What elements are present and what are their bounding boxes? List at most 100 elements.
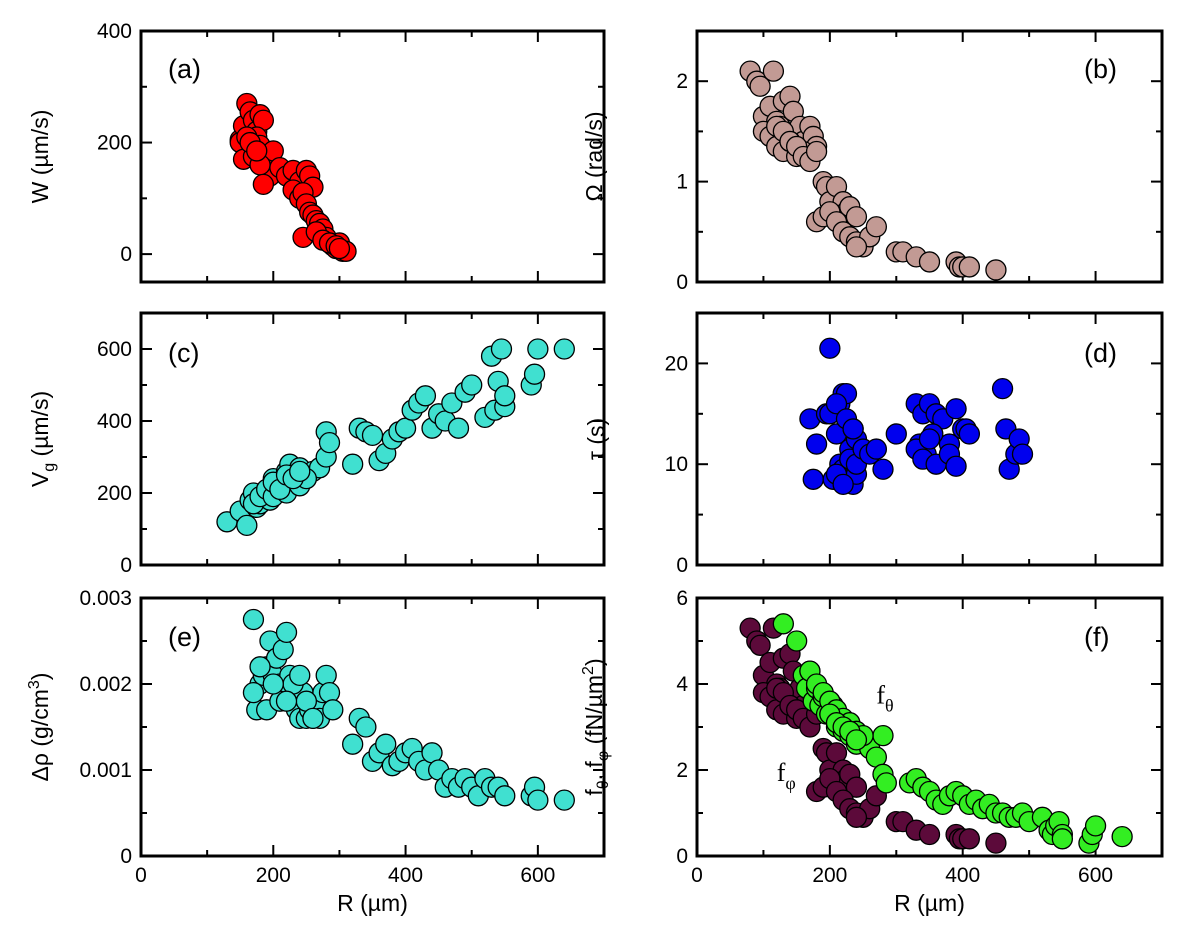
panel-f-ytick-label: 2 xyxy=(676,759,688,782)
panel-d-point-d xyxy=(805,433,828,455)
panel-d-label: (d) xyxy=(1084,338,1117,368)
panel-e-xtick-label: 0 xyxy=(135,864,147,887)
panel-c-point-c xyxy=(523,363,546,385)
panel-e-point-e xyxy=(318,681,341,704)
panel-c-point-c xyxy=(490,338,513,360)
panel-f-ytick-label: 4 xyxy=(676,673,688,696)
panel-f-point-f xyxy=(785,630,808,652)
panel-c-point-c xyxy=(494,385,516,407)
panel-e-point-e xyxy=(249,656,271,678)
panel-f-point-f xyxy=(918,823,941,846)
panel-c-point-c xyxy=(342,453,364,475)
panel-e-ytick-label: 0.002 xyxy=(79,673,132,696)
panel-a-point-a xyxy=(328,237,351,260)
panel-d-point-d xyxy=(842,418,864,440)
panel-f-point-f xyxy=(845,729,868,751)
panel-f-xtick-label: 0 xyxy=(691,864,703,887)
panel-d-point-d xyxy=(865,438,888,460)
panel-f-point-f xyxy=(1111,826,1133,848)
panel-c-point-c xyxy=(318,431,341,454)
panel-c-ytick-label: 0 xyxy=(120,554,132,577)
panel-e-xtick-label: 200 xyxy=(256,864,291,887)
panel-f-annotation-0: fθ xyxy=(876,680,893,715)
panel-e-point-e xyxy=(275,621,298,644)
panel-c-ytick-label: 200 xyxy=(97,482,132,505)
panel-f-point-f xyxy=(845,776,868,798)
panel-d-point-d xyxy=(1011,443,1034,465)
panel-b-frame xyxy=(695,29,1164,284)
panel-f-point-f xyxy=(772,613,795,635)
panel-e-ytick-label: 0.001 xyxy=(79,759,132,782)
panel-c-frame xyxy=(139,311,606,567)
panel-a-ytick-label: 400 xyxy=(97,20,132,43)
panel-a-frame xyxy=(139,29,606,284)
panel-e-ytick-label: 0.003 xyxy=(79,587,132,610)
panel-c-point-c xyxy=(289,460,311,483)
panel-d-ytick-label: 10 xyxy=(665,453,688,476)
panel-f-point-f xyxy=(875,772,897,794)
panel-b-label: (b) xyxy=(1084,54,1117,84)
panel-e-point-e xyxy=(302,707,324,730)
panel-a-ylabel: W (µm/s) xyxy=(27,110,53,204)
panel-f-xtick-label: 400 xyxy=(945,864,980,887)
panel-e-point-e xyxy=(242,681,265,704)
panel-c-point-c xyxy=(361,424,384,447)
panel-d-ytick-label: 0 xyxy=(676,554,688,577)
panel-a-label: (a) xyxy=(168,54,201,84)
panel-c-point-c xyxy=(527,338,549,360)
panel-e-point-e xyxy=(275,690,298,712)
panel-c-ytick-label: 600 xyxy=(97,338,132,361)
panel-d-point-d xyxy=(825,393,848,415)
panel-e-ytick-label: 0 xyxy=(120,845,132,868)
panel-e-point-e xyxy=(262,673,284,695)
panel-d-point-d xyxy=(872,458,894,480)
panel-e-point-e xyxy=(355,716,377,738)
panel-f-point-f xyxy=(845,806,868,828)
panel-e-label: (e) xyxy=(168,622,201,652)
panel-f-annotation-1: fφ xyxy=(777,758,796,793)
panel-e-point-e xyxy=(375,733,397,755)
panel-e-xlabel: R (µm) xyxy=(337,890,408,916)
panel-e-point-e xyxy=(272,638,294,661)
panel-d-point-d xyxy=(918,428,941,450)
panel-d-point-d xyxy=(802,468,824,490)
panel-e-point-e xyxy=(527,789,549,811)
panel-a-ytick-label: 0 xyxy=(120,243,132,266)
panel-e-point-e xyxy=(242,608,265,631)
panel-b-ylabel: Ω (rad/s) xyxy=(581,111,607,201)
panel-e-point-e xyxy=(494,785,516,807)
panel-f-xtick-label: 600 xyxy=(1078,864,1113,887)
panel-f-label: (f) xyxy=(1084,622,1109,652)
panel-e-point-e xyxy=(553,789,575,811)
panel-e-xtick-label: 600 xyxy=(520,864,555,887)
panel-b-point-b xyxy=(762,60,785,82)
panel-d-ylabel: τ (s) xyxy=(583,418,609,460)
panel-b-point-b xyxy=(749,75,771,97)
panel-f-ytick-label: 0 xyxy=(676,845,688,868)
panel-d-point-d xyxy=(991,377,1014,400)
panel-b-point-b xyxy=(805,140,828,163)
panel-c-point-c xyxy=(461,374,483,396)
panel-c-point-c xyxy=(553,338,575,360)
panel-d-ytick-label: 20 xyxy=(665,352,688,375)
panel-e-ylabel: Δρ (g/cm3) xyxy=(26,673,53,782)
panel-f-ytick-label: 6 xyxy=(676,587,688,610)
panel-b-point-b xyxy=(985,259,1007,281)
panel-a-point-a xyxy=(252,173,275,196)
panel-f-point-f xyxy=(985,832,1007,854)
panel-c-point-c xyxy=(414,385,437,407)
panel-f-ylabel: fθ, fφ (fN/µm2) xyxy=(580,658,612,795)
panel-d-point-d xyxy=(819,337,841,359)
panel-d-frame xyxy=(695,311,1164,567)
panel-f-xlabel: R (µm) xyxy=(894,890,965,916)
panel-c-ytick-label: 400 xyxy=(97,410,132,433)
panel-f-point-f xyxy=(749,634,771,656)
panel-e-point-e xyxy=(322,699,344,721)
panel-f-point-f xyxy=(1084,815,1107,837)
panel-c-point-c xyxy=(447,417,470,439)
panel-b-point-b xyxy=(958,256,981,278)
panel-b-ytick-label: 2 xyxy=(676,70,688,93)
panel-b-point-b xyxy=(865,216,888,238)
panel-b-point-b xyxy=(918,251,941,273)
